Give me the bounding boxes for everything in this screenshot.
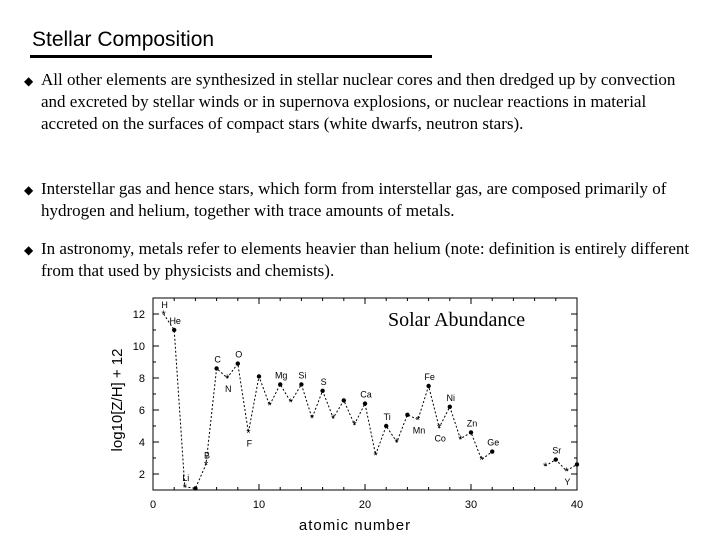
bullet-text: Interstellar gas and hence stars, which …: [41, 179, 667, 220]
data-point-star: *: [331, 413, 336, 425]
data-point: [320, 388, 325, 393]
y-tick-label: 8: [139, 373, 145, 385]
y-tick-label: 4: [139, 437, 145, 449]
data-point-star: *: [543, 461, 548, 473]
element-label: H: [161, 300, 168, 310]
x-tick-label: 30: [465, 499, 477, 511]
x-tick-label: 20: [359, 499, 371, 511]
element-label: Li: [182, 473, 189, 483]
element-label: Mg: [275, 370, 288, 380]
element-label: He: [169, 316, 181, 326]
data-point-star: *: [352, 419, 357, 431]
x-tick-label: 40: [571, 499, 583, 511]
bullet-text: In astronomy, metals refer to elements h…: [41, 239, 690, 280]
data-point-star: *: [373, 450, 378, 462]
data-point-star: *: [458, 434, 463, 446]
x-tick-label: 0: [150, 499, 156, 511]
element-label: O: [235, 350, 242, 360]
element-label: N: [225, 384, 232, 394]
y-tick-label: 12: [133, 309, 145, 321]
y-axis-label: log10[Z/H] + 12: [109, 349, 126, 452]
data-point-star: *: [479, 455, 484, 467]
data-point-star: *: [437, 423, 442, 435]
data-point: [405, 412, 410, 417]
data-point: [490, 449, 495, 454]
element-label: F: [247, 438, 253, 448]
data-point: [256, 374, 262, 379]
y-tick-label: 2: [139, 469, 145, 481]
diamond-bullet-icon: ◆: [24, 183, 34, 197]
element-label: C: [214, 354, 221, 364]
x-tick-label: 10: [253, 499, 265, 511]
data-point: [553, 457, 558, 462]
data-point: [299, 382, 304, 387]
element-label: Zn: [467, 418, 478, 428]
element-label: Y: [564, 477, 570, 487]
diamond-bullet-icon: ◆: [24, 243, 34, 257]
data-point: [235, 361, 240, 366]
element-label: Mn: [413, 426, 426, 436]
chart-legend-label: Solar Abundance: [388, 309, 526, 331]
data-point: [214, 366, 219, 371]
element-label: Ti: [384, 412, 391, 422]
data-point-star: *: [161, 309, 166, 321]
data-point-star: *: [246, 427, 251, 439]
element-label: Ni: [447, 393, 456, 403]
y-tick-label: 10: [133, 341, 145, 353]
data-point-star: *: [289, 397, 294, 409]
data-point-star: *: [395, 437, 400, 449]
data-point-star: *: [416, 415, 421, 427]
series-line: [544, 458, 578, 472]
element-label: Ca: [360, 390, 372, 400]
data-point: [193, 486, 198, 491]
element-label: Fe: [424, 372, 435, 382]
data-point: [172, 327, 177, 333]
x-axis-label: atomic number: [299, 517, 411, 534]
abundance-chart-svg: 0 10 20 30 40 2 4 6 8 10 12 atomic number log10[Z/H]…: [109, 297, 583, 534]
data-point: [426, 383, 431, 389]
data-point: [278, 382, 283, 387]
data-point: [574, 462, 580, 467]
element-label: Ge: [487, 438, 499, 448]
abundance-chart: 0 10 20 30 40 2 4 6 8 10 12 atomic number log10[Z/H]…: [100, 292, 590, 540]
y-tick-label: 6: [139, 405, 145, 417]
element-label: S: [321, 377, 327, 387]
data-point: [468, 430, 474, 435]
data-point: [341, 398, 346, 403]
element-label: Si: [298, 370, 306, 380]
element-label: Sr: [552, 446, 561, 456]
data-point: [384, 423, 389, 429]
data-point-star: *: [183, 482, 188, 494]
data-point: [447, 404, 452, 409]
series-line: [163, 313, 493, 489]
data-point: [362, 401, 368, 406]
data-point-star: *: [310, 413, 315, 425]
data-point-star: *: [204, 459, 209, 471]
element-label: B: [204, 450, 210, 460]
bullet-text: All other elements are synthesized in st…: [41, 70, 676, 133]
slide-title: Stellar Composition: [32, 28, 215, 51]
data-point-star: *: [267, 400, 272, 412]
diamond-bullet-icon: ◆: [24, 74, 34, 88]
element-label: Co: [434, 434, 446, 444]
data-point-star: *: [225, 373, 230, 385]
title-underline: [30, 55, 432, 58]
data-point-star: *: [564, 466, 569, 478]
